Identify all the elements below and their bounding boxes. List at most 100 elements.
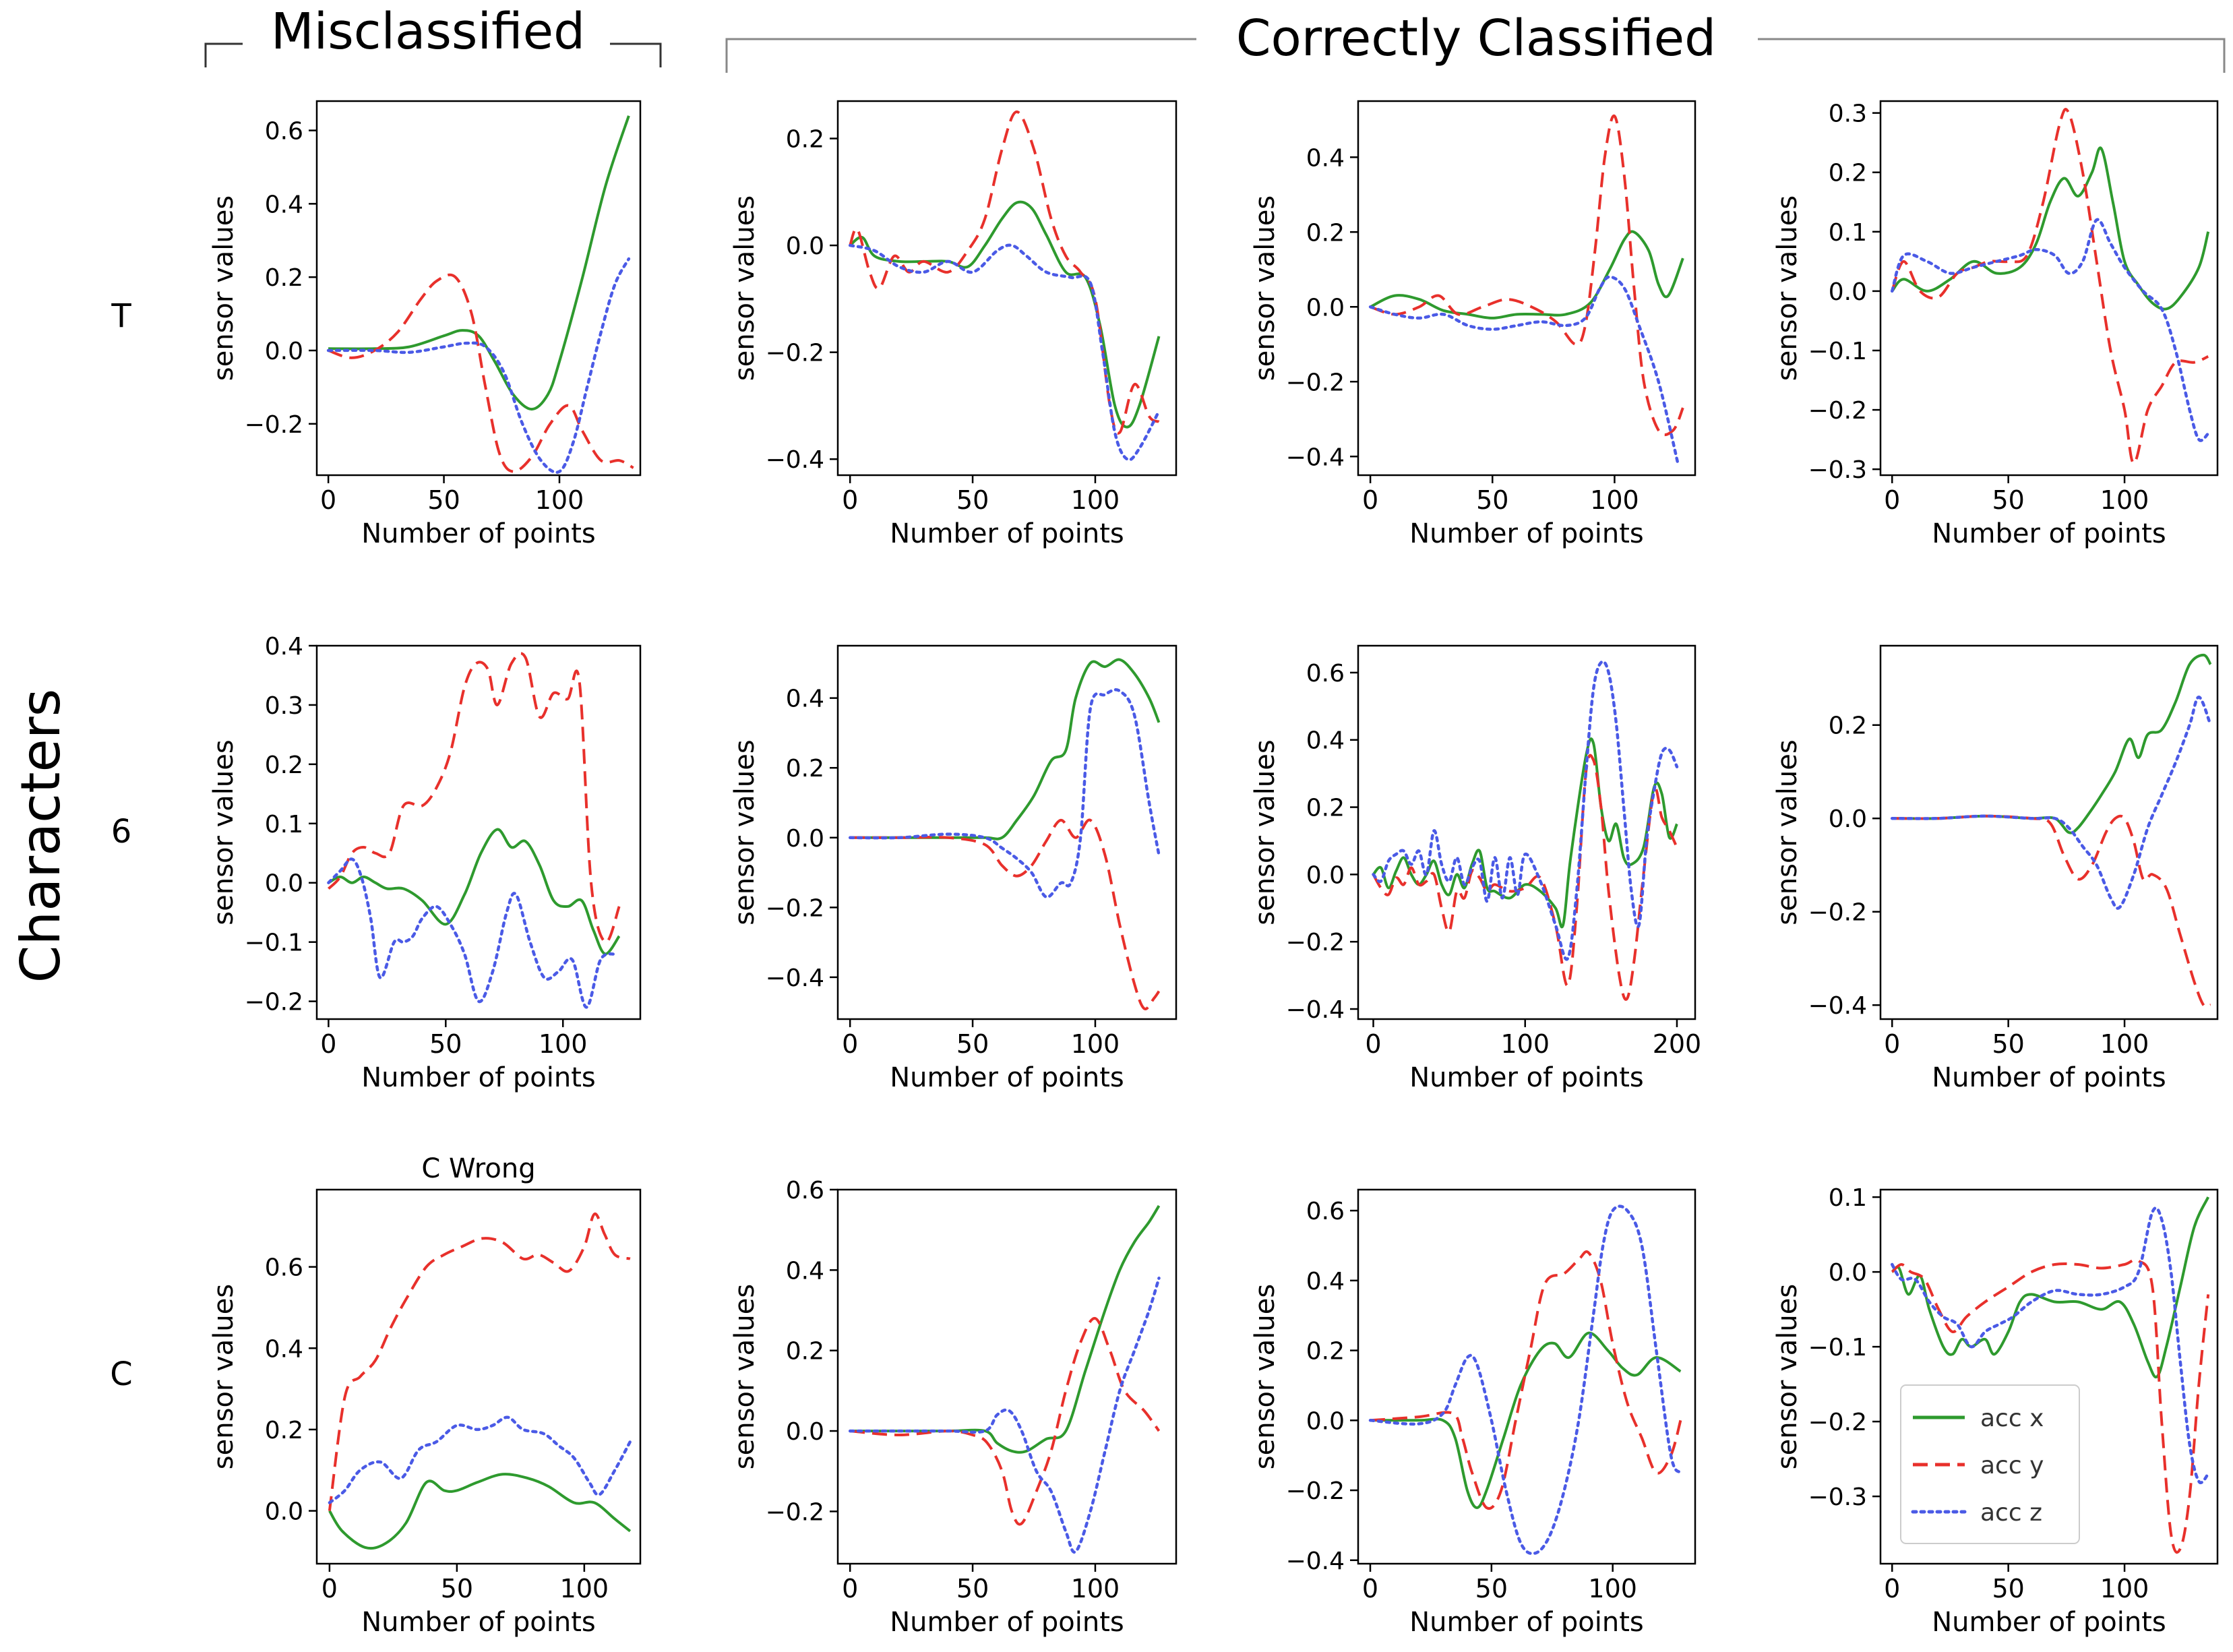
series-acc-x <box>328 828 621 956</box>
y-tick-label: 0.4 <box>265 1335 303 1363</box>
series-acc-z <box>848 243 1161 462</box>
x-tick-label: 100 <box>560 1574 609 1603</box>
x-tick-label: 50 <box>956 1574 989 1603</box>
y-tick-label: 0.0 <box>1829 1259 1867 1287</box>
series-acc-y <box>1370 1250 1682 1510</box>
series-acc-y <box>1892 814 2211 1008</box>
y-tick-label: 0.2 <box>786 1338 824 1366</box>
x-axis-label: Number of points <box>1409 1062 1644 1093</box>
y-axis-label: sensor values <box>1772 195 1803 381</box>
series-acc-x <box>328 115 630 411</box>
x-tick-label: 0 <box>842 1029 858 1059</box>
x-tick-label: 100 <box>2100 1029 2149 1059</box>
plot-frame <box>315 1188 642 1565</box>
y-tick-label: 0.0 <box>786 825 824 853</box>
series-acc-z <box>1890 695 2212 910</box>
subplot-11: 0 50 100 −0.4 −0.2 0.0 0.2 0.4 0.6 Number of poin… <box>1250 1188 1696 1638</box>
row-label-6: 6 <box>111 813 132 851</box>
y-axis-label: sensor values <box>1250 195 1281 381</box>
plot-frame <box>1879 644 2219 1020</box>
series-acc-y <box>850 818 1161 1010</box>
y-tick-label: −0.2 <box>1286 369 1345 396</box>
y-tick-label: −0.2 <box>245 989 303 1016</box>
y-tick-label: 0.2 <box>1829 712 1867 740</box>
x-tick-label: 0 <box>320 485 336 515</box>
y-axis-label: sensor values <box>208 739 239 925</box>
subplot-2: 0 50 100 −0.4 −0.2 0.0 0.2 Number of points sens… <box>729 100 1177 549</box>
y-tick-label: −0.3 <box>1808 456 1867 484</box>
subplot-5: 0 50 100 −0.2 −0.1 0.0 0.1 0.2 0.3 0.4 Number of p… <box>208 633 642 1093</box>
x-axis-label: Number of points <box>1932 1062 2166 1093</box>
y-tick-label: 0.2 <box>786 126 824 154</box>
y-tick-label: −0.4 <box>1808 992 1867 1020</box>
y-tick-label: 0.2 <box>1306 219 1345 247</box>
y-tick-label: −0.2 <box>1286 1477 1345 1505</box>
x-tick-label: 100 <box>539 1029 588 1059</box>
series-acc-y <box>1370 114 1684 437</box>
x-axis-label: Number of points <box>361 1062 596 1093</box>
plot-frame <box>836 644 1177 1020</box>
legend-label: acc y <box>1980 1452 2044 1479</box>
y-tick-label: 0.0 <box>1306 294 1345 322</box>
correct-bracket-left <box>725 38 1196 73</box>
correct-bracket-right <box>1758 38 2226 73</box>
x-tick-label: 50 <box>956 1029 989 1059</box>
y-tick-label: 0.0 <box>265 870 303 898</box>
y-axis-label: sensor values <box>729 195 760 381</box>
plot-frame <box>1879 100 2219 477</box>
series-acc-x <box>1892 653 2212 834</box>
y-tick-label: −0.2 <box>1286 929 1345 956</box>
x-axis-label: Number of points <box>1932 1607 2166 1638</box>
x-axis-label: Number of points <box>361 518 596 549</box>
y-tick-label: −0.2 <box>766 340 824 367</box>
y-tick-label: 0.4 <box>786 685 824 713</box>
series-acc-y <box>328 1213 631 1511</box>
y-tick-label: 0.0 <box>1306 861 1345 889</box>
x-tick-label: 100 <box>2100 1574 2149 1603</box>
x-tick-label: 0 <box>322 1574 338 1603</box>
x-tick-label: 0 <box>842 1574 858 1603</box>
x-tick-label: 0 <box>1362 1574 1378 1603</box>
series-acc-y <box>1372 754 1678 1001</box>
x-tick-label: 50 <box>441 1574 473 1603</box>
subplot-10: 0 50 100 −0.2 0.0 0.2 0.4 0.6 Number of points se… <box>729 1177 1177 1638</box>
series-acc-z <box>1890 218 2210 442</box>
series-acc-x <box>850 658 1161 840</box>
subplot-12: 0 50 100 −0.3 −0.2 −0.1 0.0 0.1 Number of points… <box>1772 1184 2219 1638</box>
misclassified-bracket-right <box>610 42 662 67</box>
y-tick-label: 0.2 <box>265 752 303 779</box>
y-tick-label: 0.4 <box>1306 1268 1345 1295</box>
y-tick-label: −0.4 <box>1286 443 1345 471</box>
y-tick-label: −0.4 <box>1286 1548 1345 1575</box>
y-tick-label: −0.4 <box>1286 996 1345 1024</box>
legend-box <box>1900 1384 2080 1544</box>
x-tick-label: 100 <box>1590 485 1639 515</box>
y-axis-label: sensor values <box>208 1284 239 1469</box>
series-acc-z <box>848 688 1161 899</box>
x-axis-label: Number of points <box>1932 518 2166 549</box>
subplot-9: 0 50 100 0.0 0.2 0.4 0.6 Number of points sensor… <box>208 1153 642 1638</box>
x-tick-label: 100 <box>1588 1574 1637 1603</box>
series-acc-z <box>848 1277 1161 1554</box>
legend-label: acc x <box>1980 1405 2044 1432</box>
y-axis-label: sensor values <box>729 739 760 925</box>
series-acc-z <box>1890 1206 2210 1484</box>
y-axis-label: sensor values <box>1250 739 1281 925</box>
series-acc-z <box>1368 275 1680 466</box>
characters-axis-label: Characters <box>9 689 72 983</box>
legend: acc x acc y acc z <box>1900 1384 2080 1544</box>
y-tick-label: 0.1 <box>1829 1184 1867 1212</box>
plot-frame <box>1879 1188 2219 1565</box>
y-tick-label: −0.2 <box>766 1498 824 1526</box>
series-acc-z <box>1368 1204 1682 1556</box>
y-tick-label: 0.2 <box>265 264 303 292</box>
y-tick-label: 0.0 <box>265 1498 303 1526</box>
x-tick-label: 0 <box>320 1029 336 1059</box>
y-tick-label: 0.0 <box>1829 278 1867 306</box>
x-axis-label: Number of points <box>890 518 1124 549</box>
y-tick-label: 0.3 <box>1829 100 1867 128</box>
x-tick-label: 50 <box>956 485 989 515</box>
y-tick-label: 0.2 <box>1306 795 1345 822</box>
x-tick-label: 50 <box>1992 1574 2024 1603</box>
subplot-7: 0 100 200 −0.4 −0.2 0.0 0.2 0.4 0.6 Number of poi… <box>1250 644 1701 1093</box>
